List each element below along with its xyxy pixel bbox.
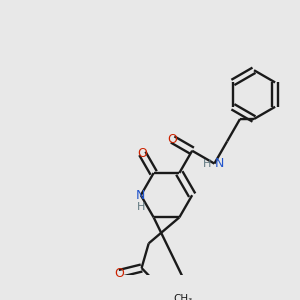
Text: O: O xyxy=(137,147,147,160)
Text: N: N xyxy=(214,157,224,170)
Text: N: N xyxy=(136,189,146,202)
Text: O: O xyxy=(168,133,178,146)
Text: H: H xyxy=(136,202,145,212)
Text: H: H xyxy=(203,159,211,169)
Text: CH₃: CH₃ xyxy=(174,294,193,300)
Text: O: O xyxy=(115,267,124,280)
